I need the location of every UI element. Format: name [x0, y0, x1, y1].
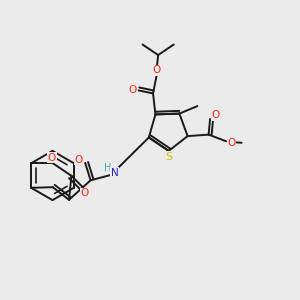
Text: O: O [212, 110, 220, 120]
Text: O: O [80, 188, 88, 198]
Text: O: O [74, 155, 83, 165]
Text: O: O [128, 85, 137, 94]
Text: O: O [152, 65, 161, 75]
Text: O: O [48, 153, 56, 163]
Text: H: H [104, 163, 112, 173]
Text: O: O [227, 138, 236, 148]
Text: S: S [165, 152, 172, 162]
Text: N: N [111, 167, 119, 178]
